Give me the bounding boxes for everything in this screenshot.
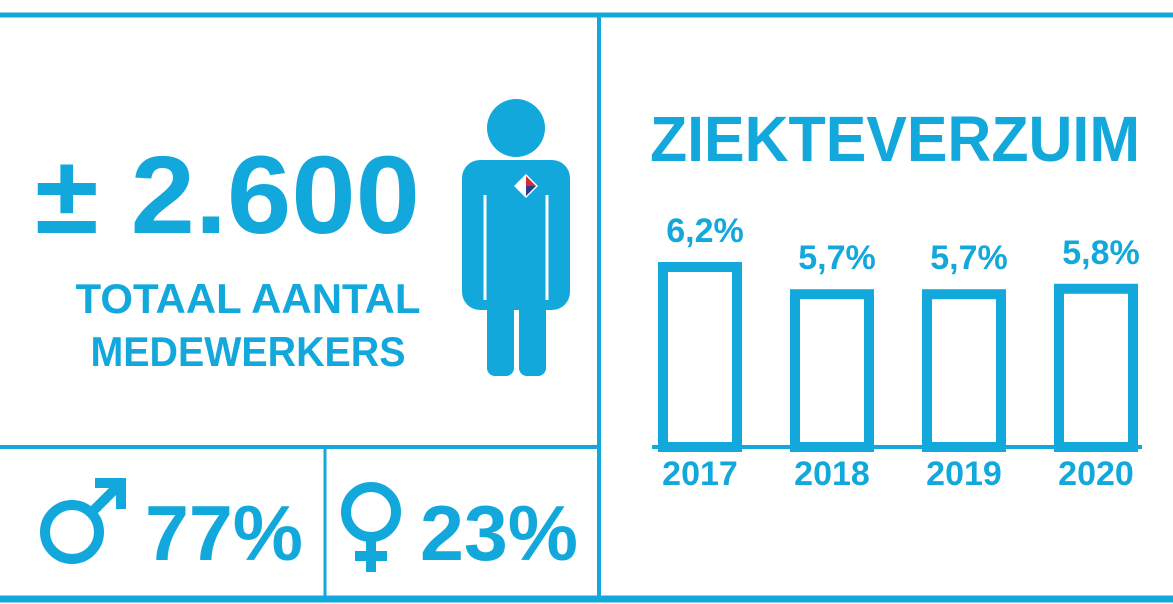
bar bbox=[658, 262, 742, 452]
x-tick-label: 2018 bbox=[794, 455, 870, 493]
employee-label: TOTAAL AANTAL bbox=[76, 275, 421, 322]
male-share: 77% bbox=[145, 489, 303, 577]
bar bbox=[922, 289, 1006, 452]
female-share: 23% bbox=[420, 489, 578, 577]
value-label: 5,7% bbox=[798, 239, 876, 277]
x-tick-label: 2017 bbox=[662, 455, 738, 493]
bar bbox=[790, 289, 874, 452]
bar bbox=[1054, 283, 1138, 452]
x-tick-label: 2019 bbox=[926, 455, 1002, 493]
value-label: 5,8% bbox=[1062, 234, 1140, 272]
x-tick-label: 2020 bbox=[1058, 455, 1134, 493]
female-symbol bbox=[341, 482, 401, 572]
chart-title: ZIEKTEVERZUIM bbox=[650, 103, 1140, 175]
value-label: 6,2% bbox=[666, 212, 744, 250]
employee-label: MEDEWERKERS bbox=[91, 328, 406, 375]
value-label: 5,7% bbox=[930, 239, 1008, 277]
person-icon bbox=[462, 99, 570, 376]
male-symbol bbox=[40, 478, 126, 564]
employee-count: ± 2.600 bbox=[35, 134, 420, 257]
